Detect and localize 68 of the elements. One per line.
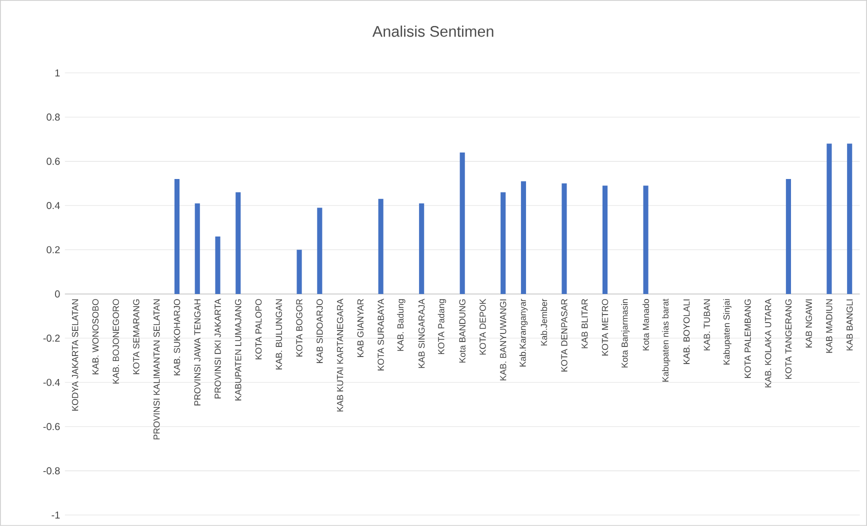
- x-tick-label: KODYA JAKARTA SELATAN: [72, 299, 78, 411]
- x-tick-label: KOTA PALOPO: [255, 299, 262, 360]
- x-tick-label: KAB. Badung: [397, 299, 406, 351]
- x-tick-label: KOTA DEPOK: [480, 298, 486, 355]
- x-tick-label: KAB MADIUN: [826, 299, 832, 353]
- y-tick-label: 0.4: [46, 202, 60, 210]
- y-tick-label: 0.6: [46, 158, 60, 165]
- x-tick-label: Kabupaten nias barat: [662, 298, 670, 382]
- x-tick-label: KAB. TUBAN: [704, 299, 710, 350]
- y-tick-label: 1: [55, 69, 60, 76]
- x-tick-label: KAB. BULUNGAN: [276, 299, 282, 370]
- x-tick-label: KOTA SEMARANG: [133, 299, 140, 374]
- bar: [826, 144, 832, 294]
- bar: [419, 203, 424, 294]
- x-tick-label: KAB SIDOARJO: [316, 299, 323, 364]
- bar: [215, 236, 220, 294]
- x-tick-label: Kota Manado: [642, 299, 650, 350]
- y-tick-label: 0.2: [46, 246, 60, 254]
- x-tick-label: KAB SINGARAJA: [418, 298, 425, 368]
- bar: [520, 181, 526, 294]
- x-tick-label: KOTA Padang: [438, 299, 446, 354]
- y-tick-label: 0: [55, 290, 60, 298]
- x-tick-label: KAB. BANYUWANGI: [500, 300, 506, 380]
- bar: [174, 179, 180, 294]
- x-tick-label: KAB. SUKOHARJO: [174, 299, 180, 376]
- bar: [296, 250, 302, 294]
- bar: [786, 179, 791, 294]
- bar: [378, 198, 384, 294]
- y-tick-label: -0.8: [43, 467, 60, 474]
- x-tick-label: KOTA TANGERANG: [785, 299, 792, 379]
- x-tick-label: KAB BLITAR: [582, 299, 588, 348]
- x-tick-label: PROVINSI JAWA TENGAH: [194, 299, 200, 406]
- x-tick-label: KAB GIANYAR: [357, 299, 364, 358]
- x-tick-label: KAB. BOYOLALI: [683, 300, 690, 364]
- x-tick-label: KAB KUTAI KARTANEGARA: [336, 298, 344, 412]
- x-tick-label: KAB. WONOSOBO: [92, 299, 99, 374]
- x-tick-label: KAB. BOJONEGORO: [112, 299, 119, 384]
- bar: [847, 144, 852, 294]
- chart-title: Analisis Sentimen: [372, 26, 494, 37]
- bar: [236, 192, 241, 294]
- bar: [317, 208, 322, 294]
- x-tick-label: KOTA METRO: [602, 299, 608, 356]
- y-tick-label: -0.4: [43, 378, 60, 386]
- x-tick-label: Kab.Karanganyar: [519, 298, 528, 366]
- x-tick-label: KAB BANGLI: [846, 300, 853, 350]
- x-tick-label: Kota Banjarmasin: [621, 299, 630, 368]
- x-tick-label: KOTA DENPASAR: [561, 299, 568, 372]
- x-tick-label: KOTA PALEMBANG: [744, 299, 751, 378]
- x-tick-label: PROVINSI DKI JAKARTA: [214, 298, 221, 398]
- y-tick-label: 0.8: [46, 114, 60, 121]
- y-tick-label: -0.6: [43, 423, 60, 430]
- x-tick-label: KAB NGAWI: [806, 300, 812, 348]
- bar: [194, 203, 200, 294]
- bar: [460, 152, 465, 294]
- bar: [562, 183, 567, 294]
- x-tick-label: KOTA BOGOR: [296, 299, 302, 357]
- x-tick-label: KABUPATEN LUMAJANG: [235, 299, 242, 400]
- x-tick-label: KOTA SURABAYA: [378, 298, 384, 370]
- y-tick-label: -0.2: [43, 334, 60, 342]
- x-tick-label: Kota BANDUNG: [459, 299, 466, 363]
- x-tick-label: KAB. KOLAKA UTARA: [764, 298, 772, 388]
- y-tick-label: -1: [52, 512, 60, 519]
- x-tick-label: Kabupaten Sinjai: [723, 299, 732, 365]
- bar: [500, 192, 506, 294]
- x-tick-label: Kab.Jember: [540, 298, 548, 346]
- bar: [602, 186, 608, 294]
- x-tick-label: PROVINSI KALIMANTAN SELATAN: [153, 299, 160, 440]
- bar: [643, 186, 648, 294]
